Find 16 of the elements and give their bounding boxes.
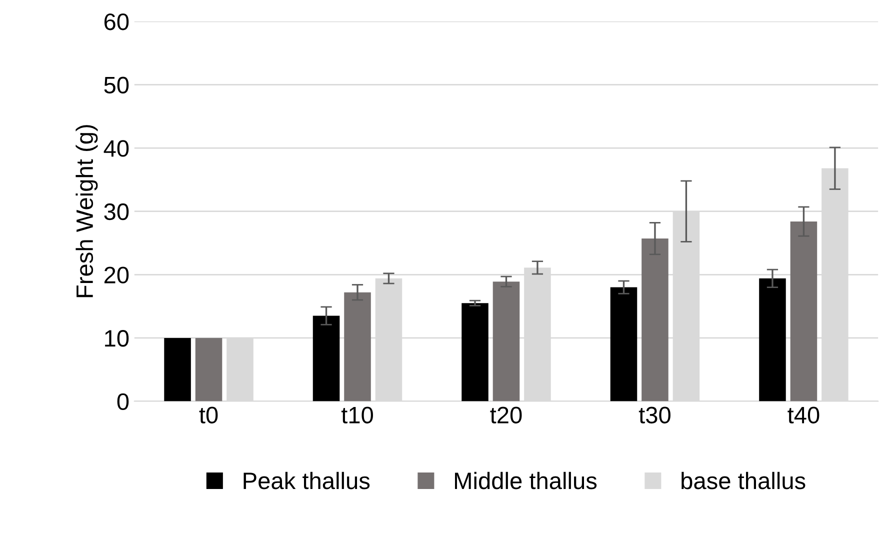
- x-tick-label: t10: [341, 406, 373, 424]
- x-tick-label: t0: [199, 406, 218, 424]
- y-tick-label: 40: [104, 140, 129, 157]
- y-tick-label: 50: [104, 76, 129, 94]
- x-tick-label: t20: [490, 406, 522, 424]
- y-tick-label: 60: [104, 13, 129, 30]
- legend-label: base thallus: [682, 472, 806, 490]
- legend-label: Peak thallus: [244, 472, 370, 490]
- legend-label: Middle thallus: [455, 472, 597, 490]
- y-tick-label: 20: [104, 266, 129, 284]
- y-tick-label: 0: [117, 393, 129, 410]
- x-tick-label: t40: [788, 406, 820, 424]
- y-tick-label: 10: [105, 330, 129, 347]
- y-tick-label: 30: [104, 203, 129, 220]
- y-axis-title: Fresh Weight (g): [76, 125, 98, 298]
- x-tick-label: t30: [638, 406, 670, 424]
